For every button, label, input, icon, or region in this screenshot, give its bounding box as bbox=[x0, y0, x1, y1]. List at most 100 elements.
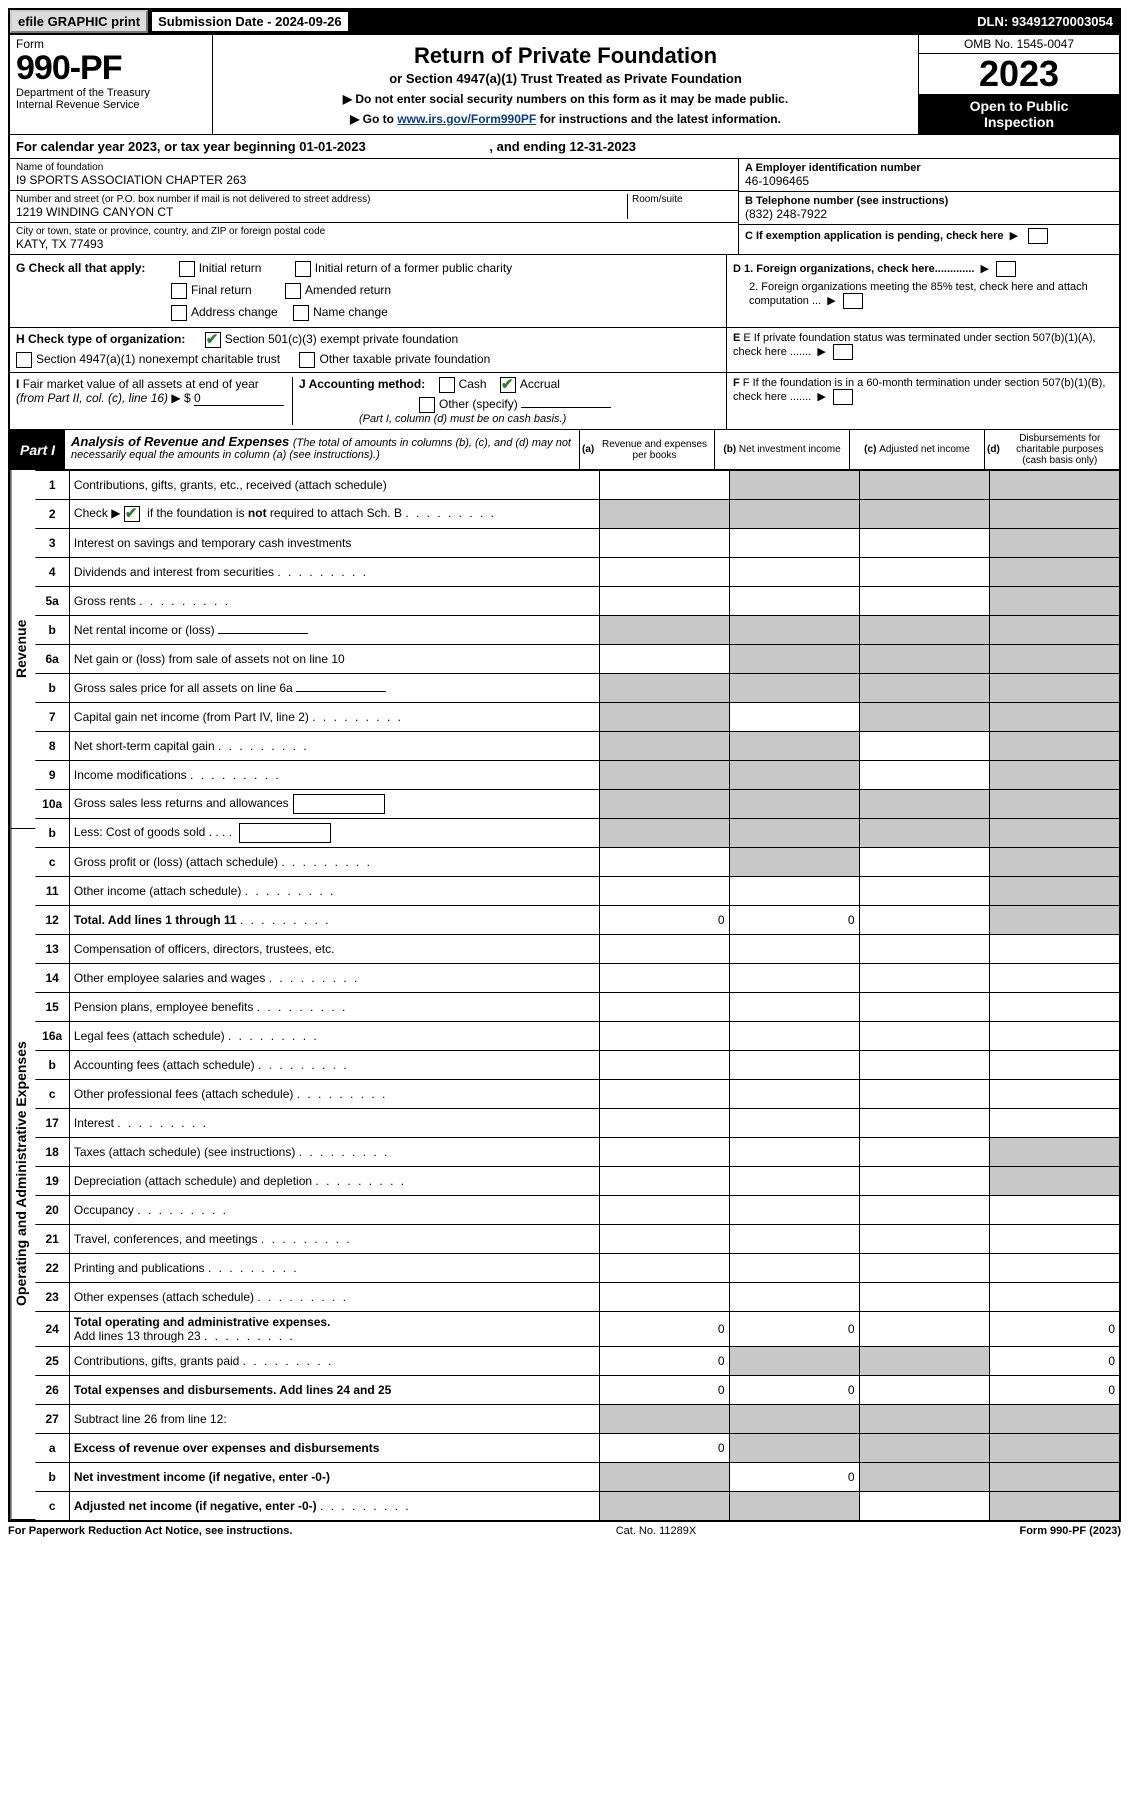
i-value: 0 bbox=[194, 391, 284, 406]
chk-final-return[interactable] bbox=[171, 283, 187, 299]
phone-cell: B Telephone number (see instructions) (8… bbox=[739, 192, 1119, 225]
l25-desc: Contributions, gifts, grants paid bbox=[69, 1347, 599, 1376]
chk-name-change[interactable] bbox=[293, 305, 309, 321]
l27-desc: Subtract line 26 from line 12: bbox=[69, 1405, 599, 1434]
name-cell: Name of foundation I9 SPORTS ASSOCIATION… bbox=[10, 159, 738, 191]
chk-4947[interactable] bbox=[16, 352, 32, 368]
g-o1: Initial return bbox=[199, 261, 262, 275]
l24-desc: Total operating and administrative expen… bbox=[69, 1312, 599, 1347]
l16a-desc: Legal fees (attach schedule) bbox=[69, 1022, 599, 1051]
row-g-d: G Check all that apply: Initial return I… bbox=[10, 255, 1119, 328]
l5b-input[interactable] bbox=[218, 633, 308, 634]
l10b-box[interactable] bbox=[239, 823, 331, 843]
room-label: Room/suite bbox=[632, 194, 732, 205]
info-right: A Employer identification number 46-1096… bbox=[738, 159, 1119, 254]
d2-checkbox[interactable] bbox=[843, 293, 863, 309]
table-row: cOther professional fees (attach schedul… bbox=[35, 1080, 1119, 1109]
table-row: 3Interest on savings and temporary cash … bbox=[35, 529, 1119, 558]
l26a-val: 0 bbox=[599, 1376, 729, 1405]
h-o3: Other taxable private foundation bbox=[319, 352, 490, 366]
e-checkbox[interactable] bbox=[833, 344, 853, 360]
table-row: 8Net short-term capital gain bbox=[35, 732, 1119, 761]
l24b-val: 0 bbox=[729, 1312, 859, 1347]
ein-value: 46-1096465 bbox=[745, 174, 1113, 188]
f-text: F If the foundation is in a 60-month ter… bbox=[733, 377, 1105, 403]
dln-label: DLN: 93491270003054 bbox=[971, 12, 1119, 31]
f-checkbox[interactable] bbox=[833, 389, 853, 405]
l10a-box[interactable] bbox=[293, 794, 385, 814]
lines-container: Revenue Operating and Administrative Exp… bbox=[10, 470, 1119, 1520]
l14-desc: Other employee salaries and wages bbox=[69, 964, 599, 993]
l17-desc: Interest bbox=[69, 1109, 599, 1138]
chk-other-taxable[interactable] bbox=[299, 352, 315, 368]
table-row: 1Contributions, gifts, grants, etc., rec… bbox=[35, 471, 1119, 500]
table-row: 19Depreciation (attach schedule) and dep… bbox=[35, 1167, 1119, 1196]
chk-initial-former[interactable] bbox=[295, 261, 311, 277]
c-label: C If exemption application is pending, c… bbox=[745, 230, 1004, 242]
l15-desc: Pension plans, employee benefits bbox=[69, 993, 599, 1022]
l6b-input[interactable] bbox=[296, 691, 386, 692]
g-o2: Initial return of a former public charit… bbox=[315, 261, 512, 275]
submission-label: Submission Date - bbox=[158, 14, 275, 29]
d-section: D 1. Foreign organizations, check here..… bbox=[726, 255, 1119, 327]
expenses-vhead: Operating and Administrative Expenses bbox=[10, 829, 35, 1520]
l7-desc: Capital gain net income (from Part IV, l… bbox=[69, 703, 599, 732]
page-footer: For Paperwork Reduction Act Notice, see … bbox=[8, 1522, 1121, 1537]
col-b-head: (b) Net investment income bbox=[714, 430, 849, 469]
c-checkbox[interactable] bbox=[1028, 228, 1048, 244]
chk-schb[interactable] bbox=[124, 506, 140, 522]
chk-address-change[interactable] bbox=[171, 305, 187, 321]
chk-cash[interactable] bbox=[439, 377, 455, 393]
info-grid: Name of foundation I9 SPORTS ASSOCIATION… bbox=[10, 159, 1119, 255]
d1-checkbox[interactable] bbox=[996, 261, 1016, 277]
arrow-icon: ▶ bbox=[981, 262, 989, 275]
j-o2: Accrual bbox=[520, 377, 560, 391]
b-label: B Telephone number (see instructions) bbox=[745, 195, 1113, 207]
table-row: 21Travel, conferences, and meetings bbox=[35, 1225, 1119, 1254]
form-title: Return of Private Foundation bbox=[217, 43, 914, 69]
l18-desc: Taxes (attach schedule) (see instruction… bbox=[69, 1138, 599, 1167]
tax-year: 2023 bbox=[919, 54, 1119, 94]
part1-badge: Part I bbox=[10, 430, 65, 469]
table-row: 2Check ▶ if the foundation is not requir… bbox=[35, 500, 1119, 529]
omb-number: OMB No. 1545-0047 bbox=[919, 35, 1119, 54]
l25d-val: 0 bbox=[989, 1347, 1119, 1376]
chk-other-method[interactable] bbox=[419, 397, 435, 413]
chk-accrual[interactable] bbox=[500, 377, 516, 393]
l26b-val: 0 bbox=[729, 1376, 859, 1405]
table-row: 22Printing and publications bbox=[35, 1254, 1119, 1283]
col-d-head: (d) Disbursements for charitable purpose… bbox=[984, 430, 1119, 469]
table-row: bNet rental income or (loss) bbox=[35, 616, 1119, 645]
irs-label: Internal Revenue Service bbox=[16, 99, 206, 111]
chk-amended[interactable] bbox=[285, 283, 301, 299]
h-o2: Section 4947(a)(1) nonexempt charitable … bbox=[36, 352, 280, 366]
l6a-desc: Net gain or (loss) from sale of assets n… bbox=[69, 645, 599, 674]
header-left: Form 990-PF Department of the Treasury I… bbox=[10, 35, 213, 134]
chk-501c3[interactable] bbox=[205, 332, 221, 348]
part1-desc: Analysis of Revenue and Expenses (The to… bbox=[65, 430, 579, 469]
table-row: 24Total operating and administrative exp… bbox=[35, 1312, 1119, 1347]
cal-text-a: For calendar year 2023, or tax year begi… bbox=[16, 139, 299, 154]
a-label: A Employer identification number bbox=[745, 162, 1113, 174]
table-row: bLess: Cost of goods sold . . . . bbox=[35, 819, 1119, 848]
row-i-j-f: I Fair market value of all assets at end… bbox=[10, 373, 1119, 430]
table-row: cAdjusted net income (if negative, enter… bbox=[35, 1492, 1119, 1521]
e-text: E If private foundation status was termi… bbox=[733, 332, 1096, 358]
form-number: 990-PF bbox=[16, 51, 206, 85]
cal-text-b: , and ending bbox=[489, 139, 569, 154]
info-left: Name of foundation I9 SPORTS ASSOCIATION… bbox=[10, 159, 738, 254]
irs-link[interactable]: www.irs.gov/Form990PF bbox=[397, 112, 536, 126]
l25a-val: 0 bbox=[599, 1347, 729, 1376]
c-cell: C If exemption application is pending, c… bbox=[739, 225, 1119, 247]
l12-desc: Total. Add lines 1 through 11 bbox=[69, 906, 599, 935]
part1-title: Analysis of Revenue and Expenses bbox=[71, 434, 293, 449]
other-specify-line[interactable] bbox=[521, 407, 611, 408]
j-label: J Accounting method: bbox=[299, 377, 425, 391]
l13-desc: Compensation of officers, directors, tru… bbox=[69, 935, 599, 964]
efile-print-button[interactable]: efile GRAPHIC print bbox=[10, 10, 148, 33]
chk-initial-return[interactable] bbox=[179, 261, 195, 277]
l9-desc: Income modifications bbox=[69, 761, 599, 790]
addr-label: Number and street (or P.O. box number if… bbox=[16, 194, 627, 205]
open1: Open to Public bbox=[919, 98, 1119, 114]
d2-label: 2. Foreign organizations meeting the 85%… bbox=[749, 281, 1088, 307]
